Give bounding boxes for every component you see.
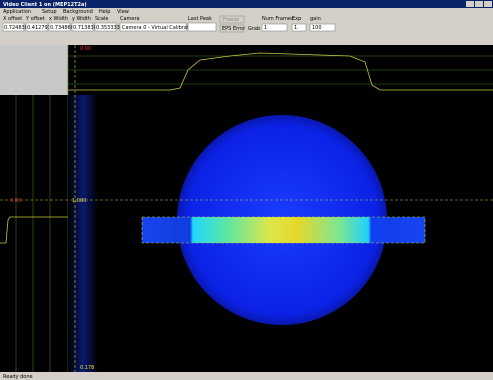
beam-band — [142, 217, 425, 243]
field-value: 0.734860 — [50, 25, 74, 31]
frames-label: Num Frames — [262, 16, 294, 22]
exp-field[interactable] — [291, 23, 307, 32]
left-profile-grid — [15, 95, 51, 372]
camera-select[interactable] — [119, 22, 187, 32]
field-box[interactable] — [2, 22, 25, 32]
field-value: 0.412793 — [27, 25, 51, 31]
left-profile-curve — [0, 216, 68, 244]
last-peak-label: Last Peak — [188, 16, 212, 22]
status-text: Ready done — [3, 374, 33, 380]
field-box[interactable] — [48, 22, 71, 32]
left-scale-label: 0.00 — [10, 198, 21, 204]
top-profile-curve — [68, 52, 493, 91]
field-value: 0.724838 — [4, 25, 28, 31]
freeze-button[interactable] — [219, 15, 245, 24]
status-bar — [0, 372, 493, 380]
gain-label: gain — [310, 16, 321, 22]
camera-value: Camera 0 - Virtual Calibrate — [122, 25, 192, 31]
gain-value: 100 — [312, 25, 322, 31]
field-label: Y offset — [25, 16, 45, 22]
display-button[interactable] — [219, 24, 245, 33]
menu-item[interactable]: View — [117, 9, 129, 15]
menu-item[interactable]: Setup — [42, 9, 57, 15]
crosshair-label: 1.000 — [72, 198, 86, 204]
freeze-text: Freeze — [223, 17, 239, 23]
field-box[interactable] — [71, 22, 94, 32]
camera-label: Camera — [120, 16, 140, 22]
corner-panel — [0, 45, 68, 95]
field-label: X offset — [3, 16, 22, 22]
gain-field[interactable] — [309, 23, 336, 32]
field-value: 0.353333 — [96, 25, 120, 31]
exp-label: Exp — [292, 16, 301, 22]
edge-glow — [68, 95, 98, 372]
bottom-scale-label: 0.178 — [80, 365, 94, 371]
top-scale-label: 0.00 — [80, 46, 91, 52]
window-title: Video Client 1 on (MEP12T2a) — [3, 2, 87, 8]
field-value: 0.713830 — [73, 25, 97, 31]
minimize-button[interactable] — [466, 1, 474, 7]
field-label: Scale — [95, 16, 108, 22]
menu-item[interactable]: Help — [99, 9, 110, 15]
frames-field[interactable] — [261, 23, 288, 32]
field-label: y Width — [72, 16, 91, 22]
close-button[interactable] — [484, 1, 492, 7]
menu-item[interactable]: Application — [3, 9, 31, 15]
display-text: EPS Error — [222, 26, 246, 32]
frames-value: 1 — [264, 25, 267, 31]
last-peak-field — [187, 22, 217, 32]
exp-value: 1 — [294, 25, 297, 31]
title-bar — [0, 0, 493, 8]
field-box[interactable] — [94, 22, 117, 32]
maximize-button[interactable] — [475, 1, 483, 7]
grab-label: Grab — [248, 26, 260, 32]
roi-box[interactable] — [141, 216, 426, 244]
menu-item[interactable]: Background — [63, 9, 93, 15]
field-box[interactable] — [25, 22, 48, 32]
field-label: x Width — [49, 16, 68, 22]
